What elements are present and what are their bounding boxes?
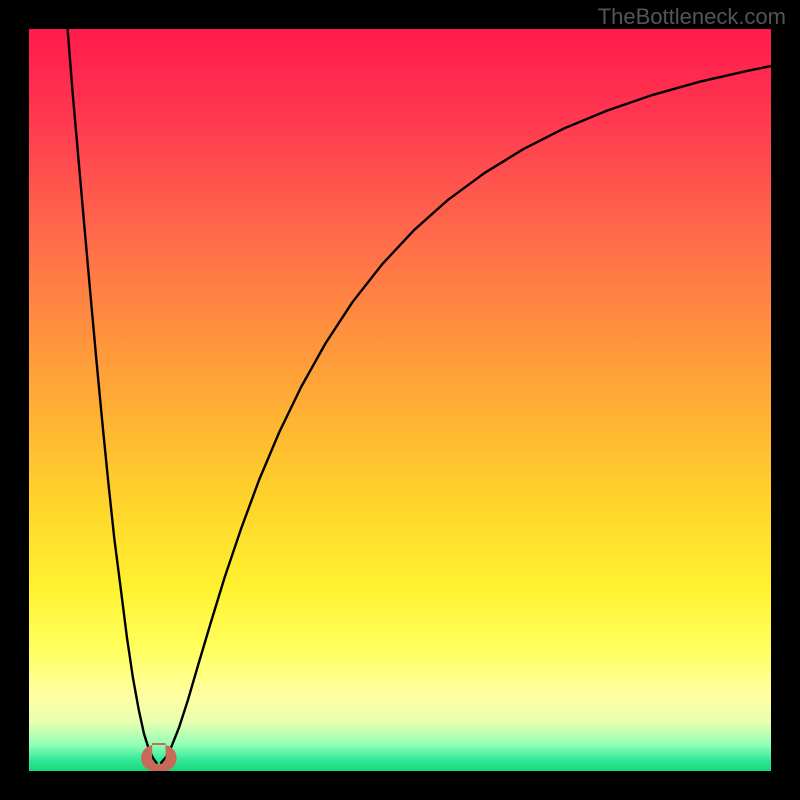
curve-segment <box>68 29 157 763</box>
plot-area <box>29 29 771 771</box>
curve-overlay <box>29 29 771 771</box>
curve-segment <box>161 66 771 763</box>
chart-container: TheBottleneck.com <box>0 0 800 800</box>
watermark-text: TheBottleneck.com <box>598 4 786 30</box>
